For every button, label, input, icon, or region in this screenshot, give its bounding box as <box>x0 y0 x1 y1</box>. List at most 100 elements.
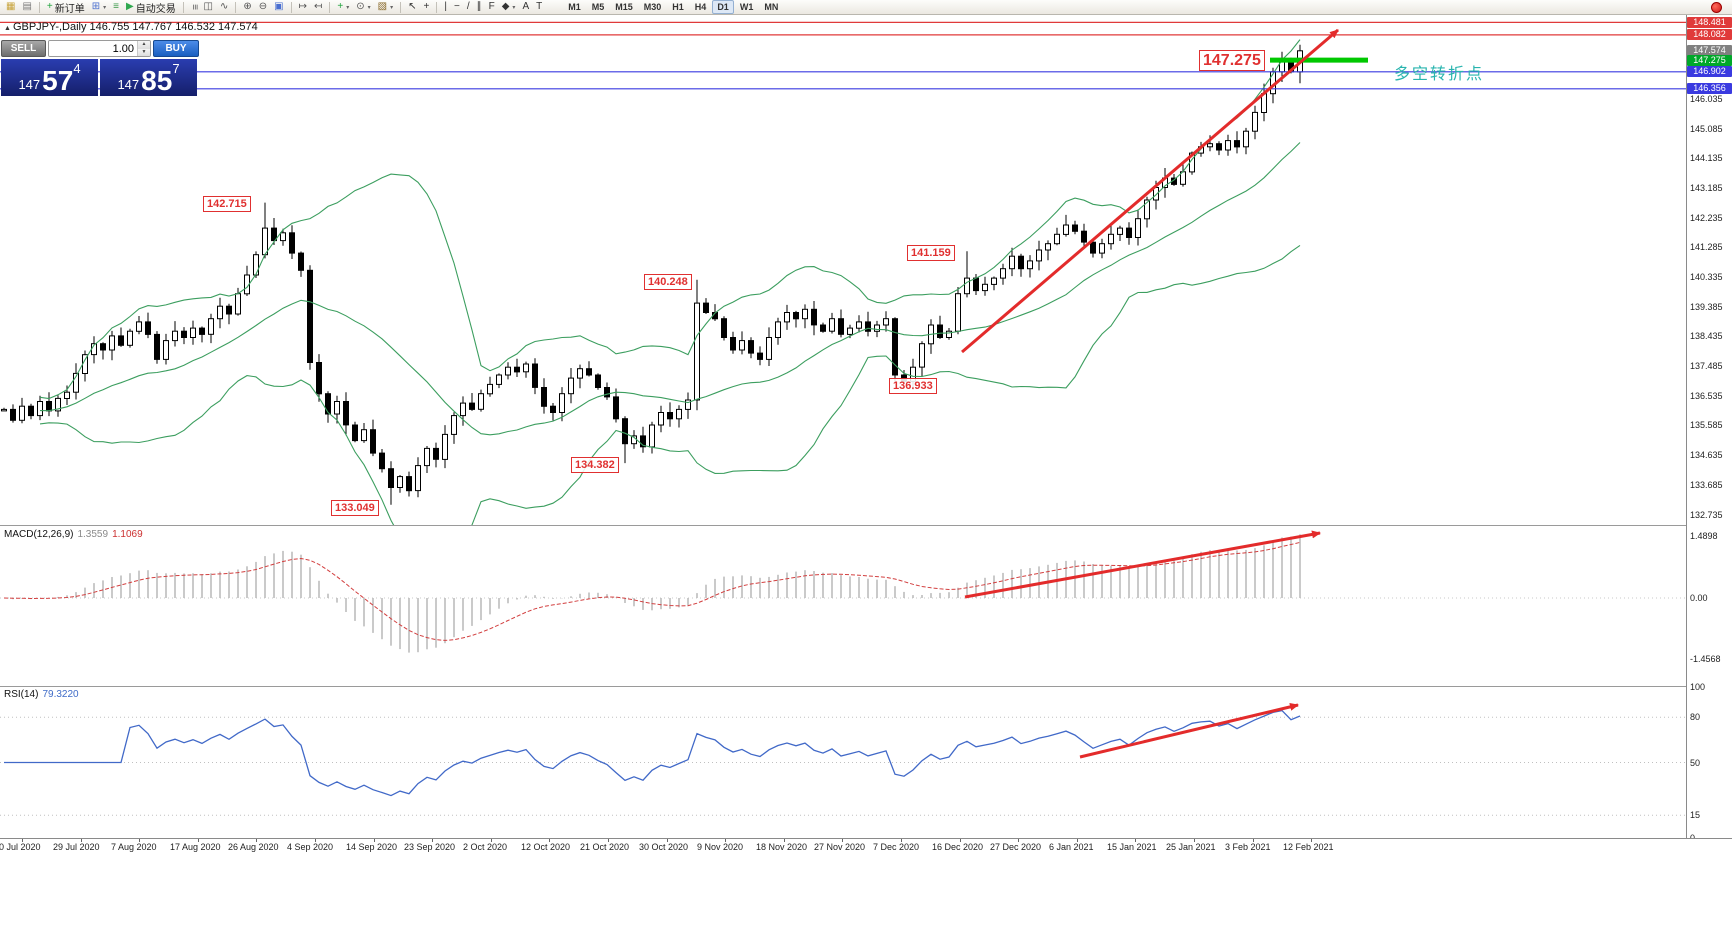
price-annotation[interactable]: 141.159 <box>907 245 955 261</box>
price-scale-marker: 147.275 <box>1687 55 1732 66</box>
cursor-icon[interactable]: ↖ <box>406 1 418 14</box>
text-icon[interactable]: A <box>520 1 531 14</box>
time-tick <box>725 839 726 842</box>
periods-dropdown-icon-icon: ⊙ <box>356 1 365 12</box>
tile-windows-icon[interactable]: ▣ <box>272 1 285 14</box>
dropdown-caret-icon[interactable]: ▾ <box>367 4 371 11</box>
ask-prefix: 147 <box>117 77 140 92</box>
profiles-icon[interactable]: ▤ <box>20 1 33 14</box>
rsi-scale-label: 100 <box>1690 682 1706 692</box>
price-annotation[interactable]: 134.382 <box>571 457 619 473</box>
symbol-ohlc-text: GBPJPY-,Daily 146.755 147.767 146.532 14… <box>12 21 258 33</box>
volume-input[interactable] <box>49 41 137 56</box>
new-order-button-label: 新订单 <box>54 3 85 15</box>
templates-icon[interactable]: ▧ ▾ <box>376 1 395 14</box>
macd-panel[interactable] <box>0 527 1686 684</box>
crosshair-icon[interactable]: + <box>422 1 432 14</box>
sell-button[interactable]: SELL <box>1 40 46 57</box>
auto-scroll-icon[interactable]: ↦ <box>297 1 309 14</box>
period-m1-button[interactable]: M1 <box>568 2 581 12</box>
zoom-in-icon[interactable]: ⊕ <box>241 1 253 14</box>
line-chart-icon[interactable]: ∿ <box>218 1 230 14</box>
autotrading-button[interactable]: ▶ 自动交易 <box>124 1 178 15</box>
date-label: 27 Dec 2020 <box>990 842 1042 852</box>
buy-button[interactable]: BUY <box>153 40 199 57</box>
vertical-line-icon[interactable]: | <box>442 1 449 14</box>
time-tick <box>374 839 375 842</box>
time-tick <box>81 839 82 842</box>
volume-up-icon[interactable]: ▲ <box>138 41 150 49</box>
ask-price[interactable]: 147 85 7 <box>100 59 197 96</box>
bars-icon[interactable]: ≡ <box>189 1 200 14</box>
toolbar-separator <box>235 1 237 13</box>
price-scale[interactable]: 146.035 145.085 144.135 143.185 142.235 141.2… <box>1686 14 1732 843</box>
volume-stepper[interactable]: ▲ ▼ <box>48 40 151 57</box>
profiles-icon-icon: ▤ <box>22 1 32 12</box>
period-m30-button[interactable]: M30 <box>643 2 662 12</box>
bid-price[interactable]: 147 57 4 <box>1 59 98 96</box>
period-w1-button[interactable]: W1 <box>739 2 754 12</box>
period-m5-button[interactable]: M5 <box>591 2 605 12</box>
period-d1-button[interactable]: D1 <box>712 0 734 14</box>
rsi-value: 79.3220 <box>42 689 79 700</box>
dropdown-caret-icon[interactable]: ▾ <box>346 4 350 11</box>
dropdown-caret-icon[interactable]: ▾ <box>103 4 107 11</box>
tile-windows-icon-icon: ▣ <box>274 1 284 12</box>
label-icon[interactable]: T <box>534 1 544 14</box>
period-h4-button[interactable]: H4 <box>694 2 707 12</box>
period-mn-button[interactable]: MN <box>764 2 779 12</box>
autotrading-icon: ▶ <box>126 1 134 12</box>
market-depth-icon-icon: ≡ <box>113 1 119 12</box>
period-h1-button[interactable]: H1 <box>672 2 684 12</box>
candles-icon[interactable]: ◫ <box>202 1 215 14</box>
market-depth-icon[interactable]: ≡ <box>111 1 121 14</box>
rsi-panel[interactable] <box>0 687 1686 838</box>
indicators-icon[interactable]: + ▾ <box>335 1 351 14</box>
price-scale-label: 145.085 <box>1690 124 1723 134</box>
volume-down-icon[interactable]: ▼ <box>138 48 150 56</box>
price-scale-marker: 147.574 <box>1687 45 1732 56</box>
horizontal-line-icon[interactable]: − <box>452 1 462 14</box>
macd-value: 1.3559 <box>77 529 109 540</box>
zoom-in-icon-icon: ⊕ <box>243 1 252 12</box>
date-label: 30 Oct 2020 <box>639 842 689 852</box>
price-scale-marker: 146.356 <box>1687 83 1732 94</box>
toolbar-separator <box>436 1 438 13</box>
volume-spin-buttons[interactable]: ▲ ▼ <box>137 41 150 56</box>
dropdown-caret-icon[interactable]: ▾ <box>512 4 516 11</box>
price-annotation[interactable]: 133.049 <box>331 500 379 516</box>
dropdown-caret-icon[interactable]: ▾ <box>390 4 394 11</box>
chart-window-icon[interactable]: ▦ <box>4 1 17 14</box>
rsi-splitter[interactable] <box>0 686 1732 687</box>
chart-dropdown-icon[interactable]: ⊞ ▾ <box>90 1 108 14</box>
chart-note-text[interactable]: 多空转折点 <box>1394 66 1485 83</box>
shapes-icon[interactable]: ◆ ▾ <box>500 1 518 14</box>
macd-scale-label: -1.4568 <box>1690 654 1721 664</box>
price-annotation[interactable]: 142.715 <box>203 196 251 212</box>
price-annotation[interactable]: 136.933 <box>889 378 937 394</box>
date-label: 29 Jul 2020 <box>53 842 100 852</box>
macd-name: MACD(12,26,9) <box>4 529 74 540</box>
price-annotation[interactable]: 140.248 <box>644 274 692 290</box>
text-icon-icon: A <box>522 1 530 12</box>
new-order-button[interactable]: + 新订单 <box>45 1 87 15</box>
news-badge[interactable] <box>1711 1 1722 13</box>
trendline-icon[interactable]: / <box>465 1 472 14</box>
bid-prefix: 147 <box>18 77 41 92</box>
price-scale-label: 136.535 <box>1690 391 1723 401</box>
macd-splitter[interactable] <box>0 525 1732 526</box>
rsi-scale-label: 50 <box>1690 758 1701 768</box>
period-m15-button[interactable]: M15 <box>615 2 633 12</box>
periods-dropdown-icon[interactable]: ⊙ ▾ <box>354 1 372 14</box>
chart-shift-icon[interactable]: ↤ <box>312 1 324 14</box>
fibonacci-icon-icon: F <box>488 1 495 12</box>
macd-scale-label: 1.4898 <box>1690 531 1718 541</box>
fibonacci-icon[interactable]: F <box>487 1 497 14</box>
price-annotation[interactable]: 147.275 <box>1199 50 1265 71</box>
zoom-out-icon[interactable]: ⊖ <box>257 1 269 14</box>
time-tick <box>667 839 668 842</box>
price-chart[interactable] <box>0 14 1686 525</box>
time-scale[interactable]: 20 Jul 2020 29 Jul 2020 7 Aug 2020 17 Aug 2… <box>0 838 1732 855</box>
channel-icon[interactable]: ∥ <box>475 1 484 14</box>
